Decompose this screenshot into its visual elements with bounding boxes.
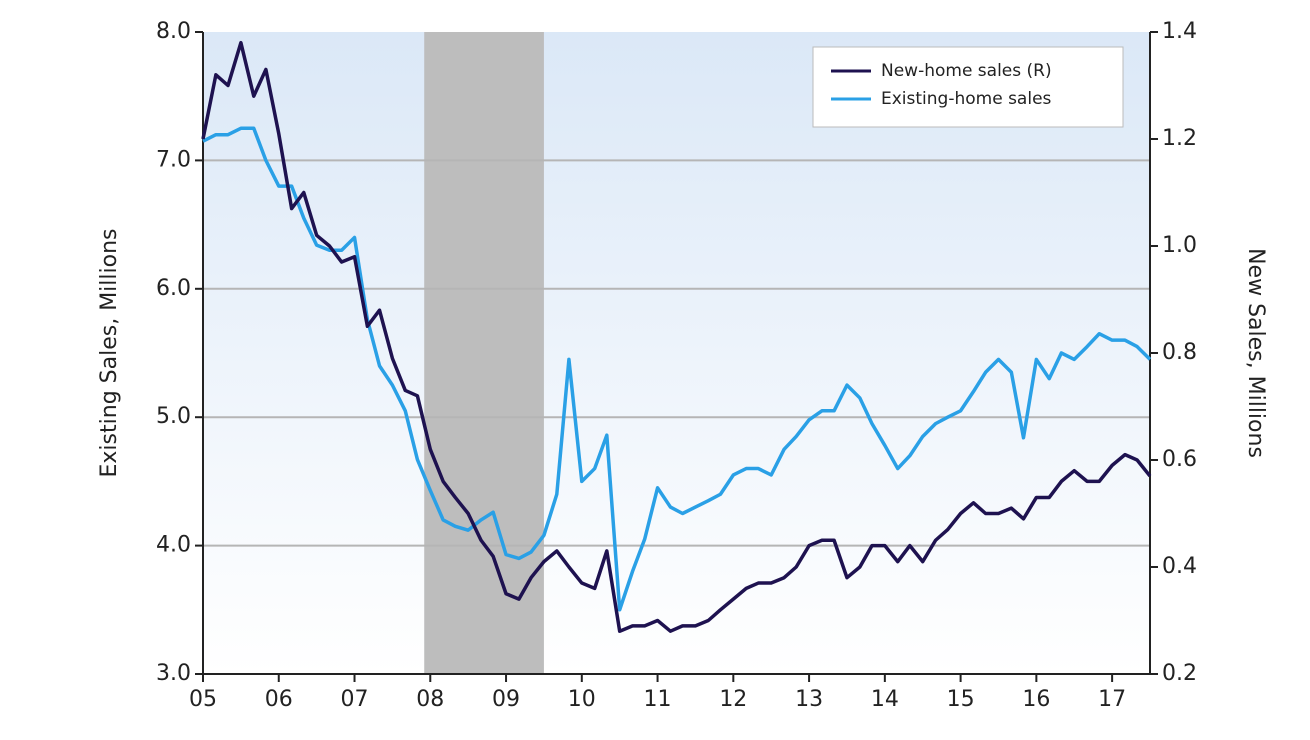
y-axis-label: Existing Sales, Millions xyxy=(97,229,122,478)
x-tick-label: 07 xyxy=(341,687,369,712)
y-tick-label: 6.0 xyxy=(156,276,191,301)
x-tick-label: 16 xyxy=(1022,687,1050,712)
x-tick-label: 10 xyxy=(568,687,596,712)
x-tick-label: 17 xyxy=(1098,687,1126,712)
series-line xyxy=(201,40,1152,633)
x-tick-label: 05 xyxy=(189,687,217,712)
y-tick-label: 3.0 xyxy=(156,661,191,686)
x-tick-label: 09 xyxy=(492,687,520,712)
y2-tick-label: 1.0 xyxy=(1162,233,1197,258)
x-tick-label: 08 xyxy=(416,687,444,712)
y2-tick-label: 1.2 xyxy=(1162,126,1197,151)
y-tick-label: 7.0 xyxy=(156,147,191,172)
y-tick-label: 8.0 xyxy=(156,19,191,44)
x-tick-label: 15 xyxy=(947,687,975,712)
plot-area xyxy=(203,32,1150,674)
x-tick-label: 06 xyxy=(265,687,293,712)
y2-tick-label: 0.6 xyxy=(1162,447,1197,472)
x-tick-label: 13 xyxy=(795,687,823,712)
x-tick-label: 14 xyxy=(871,687,899,712)
y2-tick-label: 1.4 xyxy=(1162,19,1197,44)
y-tick-label: 5.0 xyxy=(156,404,191,429)
legend-label: New-home sales (R) xyxy=(881,61,1052,81)
series-line xyxy=(202,126,1152,612)
y2-tick-label: 0.8 xyxy=(1162,340,1197,365)
y2-tick-label: 0.4 xyxy=(1162,554,1197,579)
recession-shade xyxy=(424,32,544,674)
legend-box xyxy=(812,46,1124,128)
y-tick-label: 4.0 xyxy=(156,533,191,558)
legend-label: Existing-home sales xyxy=(881,89,1052,109)
x-tick-label: 12 xyxy=(719,687,747,712)
y2-tick-label: 0.2 xyxy=(1162,661,1197,686)
x-tick-label: 11 xyxy=(644,687,672,712)
y2-axis-label: New Sales, Millions xyxy=(1243,248,1268,458)
